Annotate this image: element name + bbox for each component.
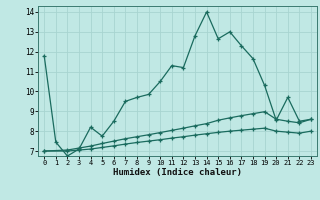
X-axis label: Humidex (Indice chaleur): Humidex (Indice chaleur) [113, 168, 242, 177]
